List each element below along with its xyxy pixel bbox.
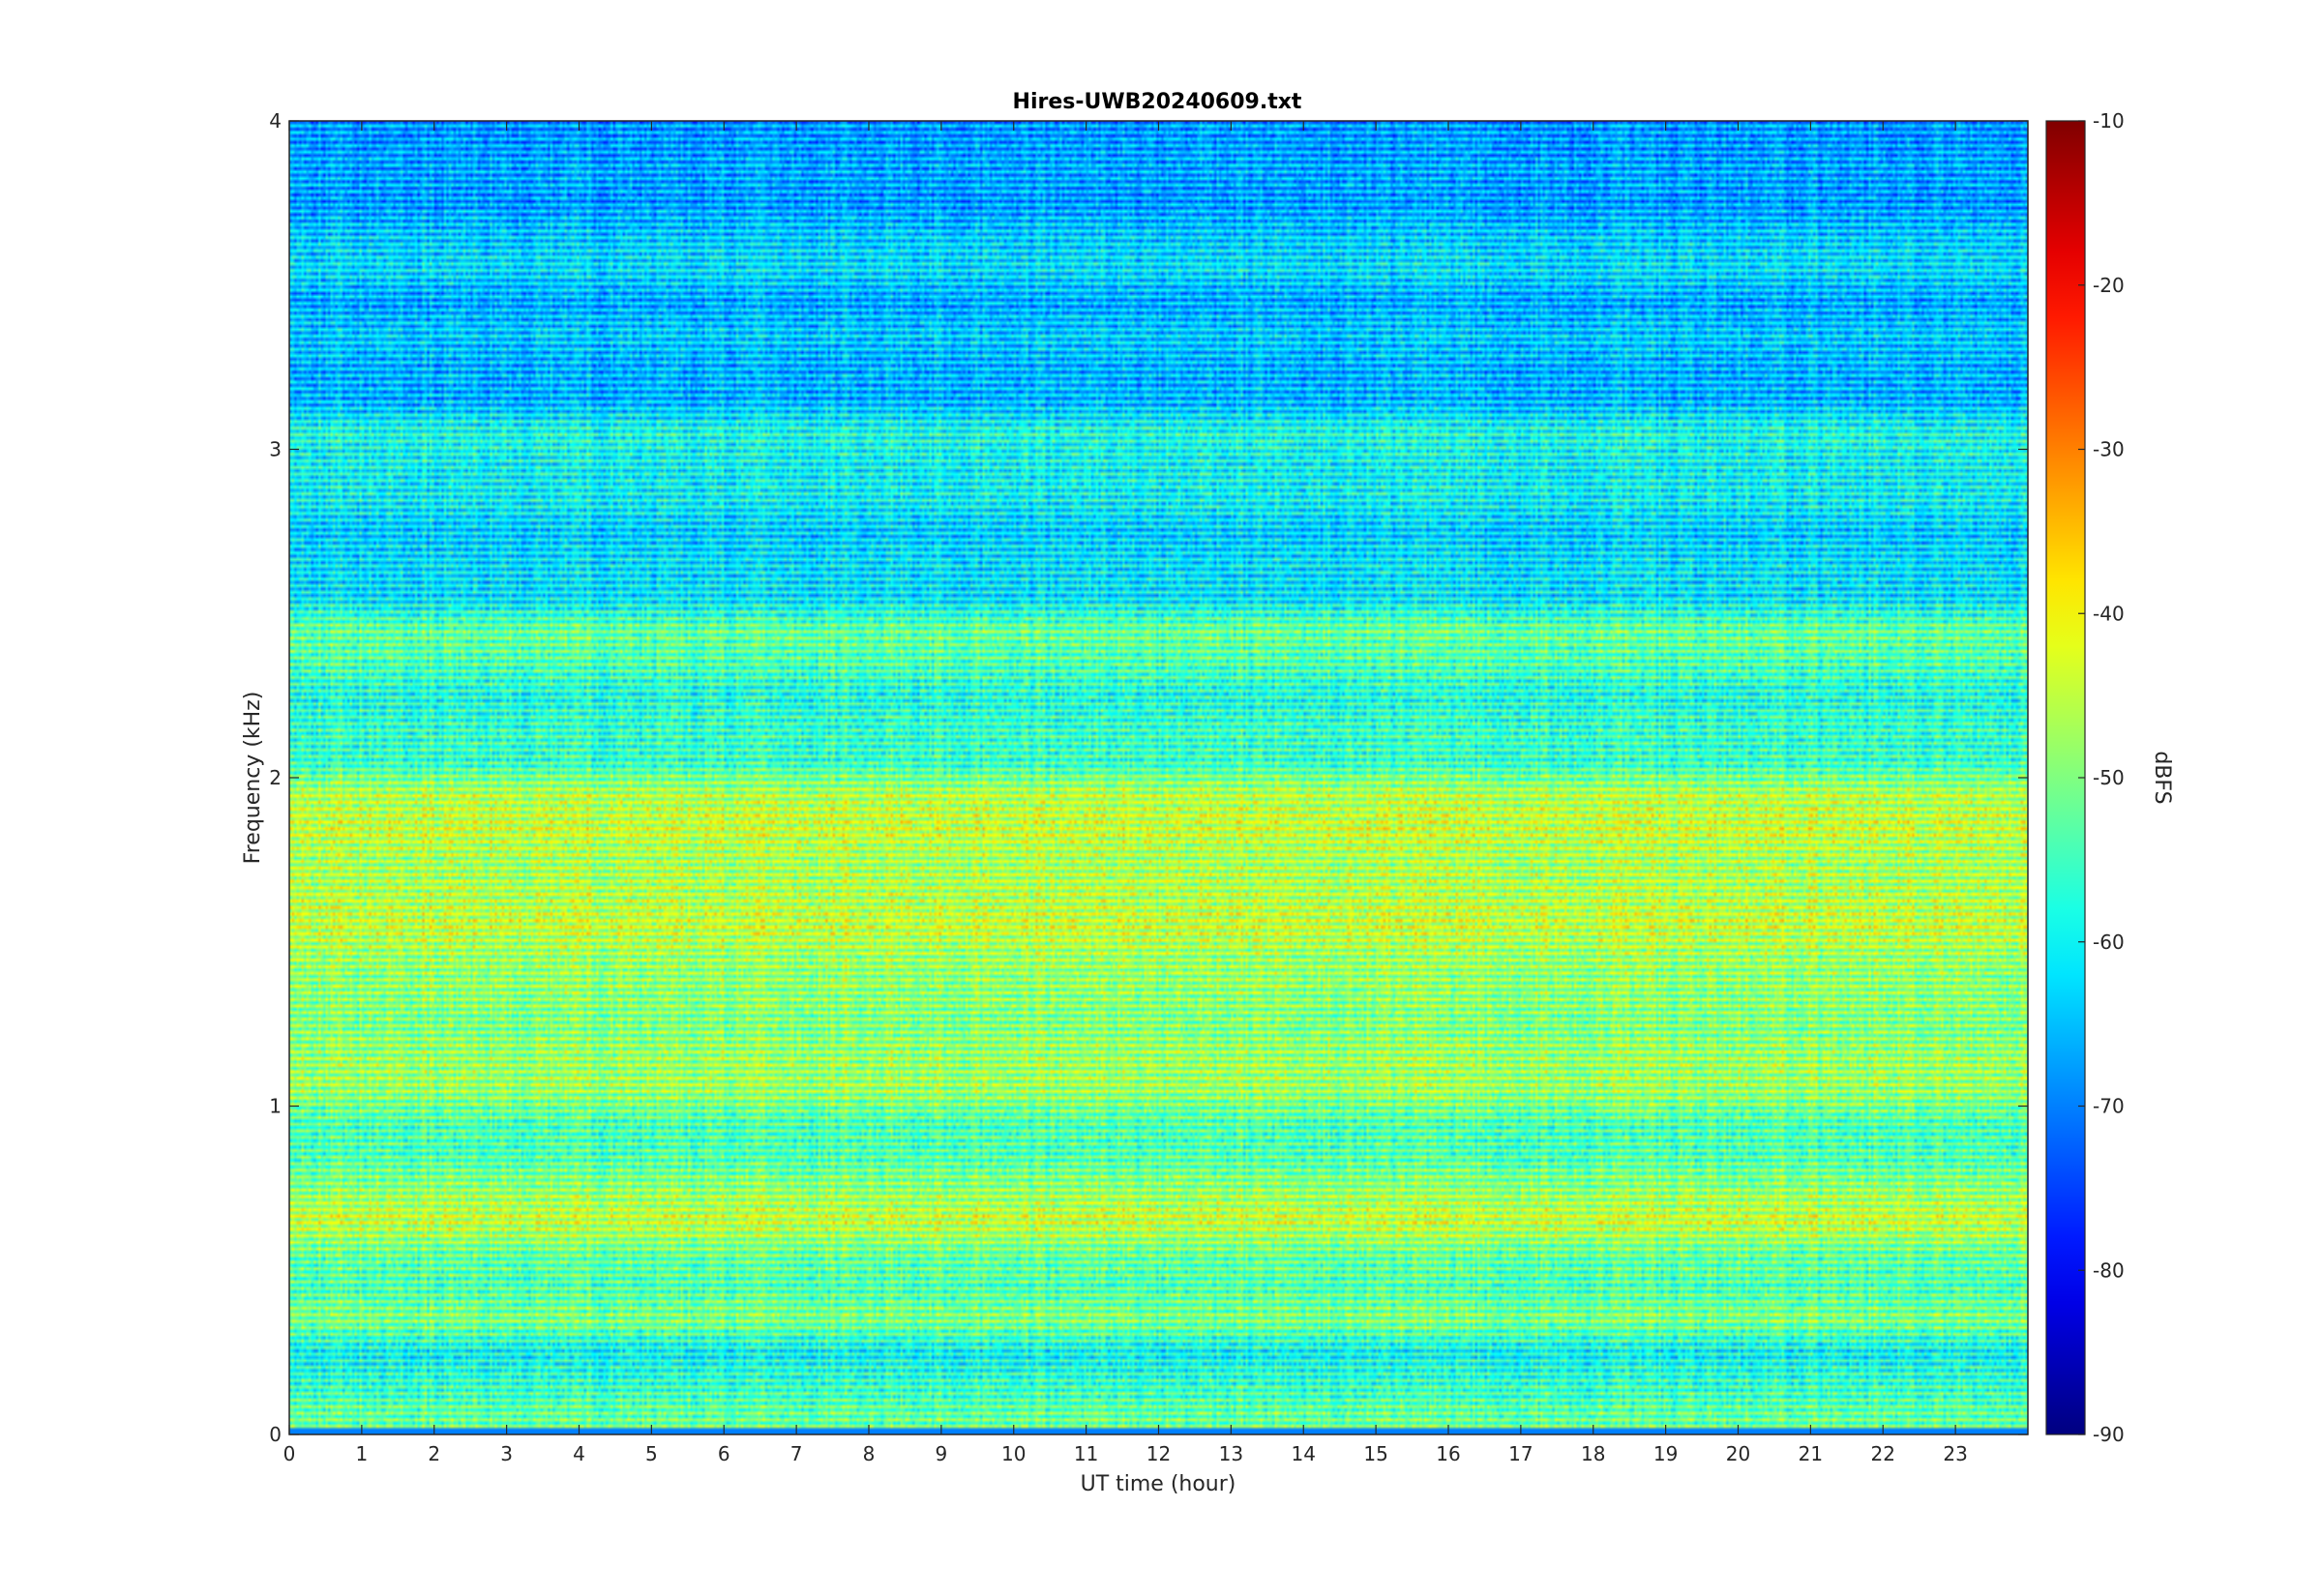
y-tick-label: 0 [269,1423,282,1446]
x-tick-label: 10 [1001,1442,1026,1465]
chart-title: Hires-UWB20240609.txt [1013,90,1302,114]
y-tick-label: 4 [269,109,282,133]
x-tick-label: 5 [645,1442,658,1465]
x-axis: 0 1 2 3 4 5 6 7 8 9 10 11 12 13 14 15 16 17 18 19 20 21 22 23 [283,121,1968,1465]
y-tick-label: 2 [269,766,282,789]
colorbar-tick-label: -40 [2093,602,2125,625]
x-tick-label: 9 [936,1442,948,1465]
x-tick-label: 11 [1074,1442,1098,1465]
spectrogram-heatmap [289,121,2028,1434]
x-tick-label: 12 [1146,1442,1171,1465]
colorbar-tick-label: -80 [2093,1258,2125,1282]
x-tick-label: 17 [1508,1442,1533,1465]
y-axis: 0 1 2 3 4 [269,109,2028,1446]
x-tick-label: 1 [356,1442,369,1465]
x-tick-label: 4 [573,1442,585,1465]
colorbar-tick-label: -20 [2093,274,2125,297]
x-tick-label: 18 [1581,1442,1605,1465]
x-tick-label: 19 [1653,1442,1678,1465]
x-tick-label: 22 [1871,1442,1895,1465]
colorbar-tick-label: -10 [2093,109,2125,133]
x-tick-label: 16 [1436,1442,1460,1465]
x-tick-label: 8 [863,1442,876,1465]
colorbar-tick-label: -60 [2093,931,2125,954]
y-axis-label: Frequency (kHz) [241,692,265,865]
x-tick-label: 3 [500,1442,513,1465]
y-tick-label: 1 [269,1095,282,1118]
colorbar-tick-label: -90 [2093,1423,2125,1446]
x-tick-label: 15 [1363,1442,1387,1465]
x-tick-label: 20 [1726,1442,1750,1465]
x-tick-label: 21 [1799,1442,1823,1465]
x-tick-label: 23 [1943,1442,1967,1465]
x-tick-label: 14 [1292,1442,1316,1465]
x-tick-label: 0 [283,1442,296,1465]
x-tick-label: 6 [718,1442,730,1465]
y-tick-label: 3 [269,438,282,461]
colorbar-ticks: -10 -20 -30 -40 -50 -60 -70 -80 -90 [2078,109,2125,1446]
colorbar-tick-label: -30 [2093,438,2125,461]
colorbar-tick-label: -70 [2093,1095,2125,1118]
x-tick-label: 2 [428,1442,440,1465]
colorbar-label: dBFS [2150,751,2174,804]
colorbar-tick-label: -50 [2093,766,2125,789]
x-tick-label: 7 [790,1442,803,1465]
x-axis-label: UT time (hour) [1081,1472,1236,1496]
x-tick-label: 13 [1219,1442,1243,1465]
